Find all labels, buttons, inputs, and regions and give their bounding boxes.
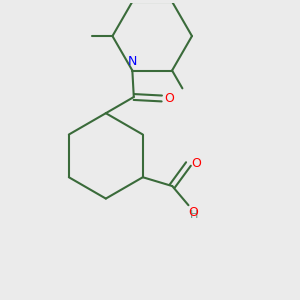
Text: O: O xyxy=(191,158,201,170)
Text: H: H xyxy=(190,210,198,220)
Text: O: O xyxy=(164,92,174,105)
Text: O: O xyxy=(188,206,198,219)
Text: N: N xyxy=(128,55,137,68)
